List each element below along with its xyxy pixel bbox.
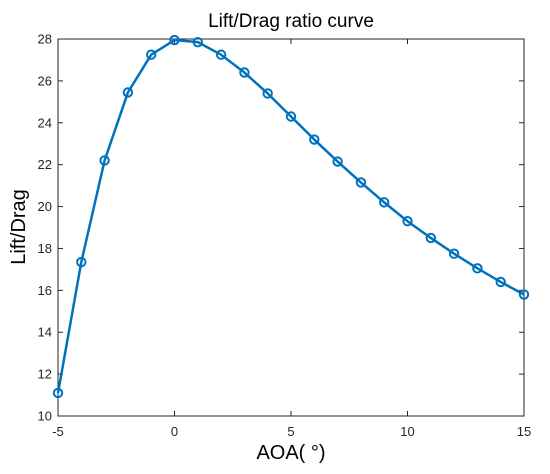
- y-tick-label: 28: [38, 32, 52, 47]
- x-axis-label: AOA( °): [256, 442, 325, 464]
- data-point: [262, 88, 273, 99]
- y-tick-label: 16: [38, 283, 52, 298]
- chart-title: Lift/Drag ratio curve: [208, 11, 374, 32]
- series-line: [56, 38, 525, 394]
- data-point: [379, 197, 390, 208]
- data-point: [518, 289, 530, 300]
- data-point: [192, 36, 204, 48]
- data-point: [169, 34, 180, 46]
- y-tick-label: 14: [38, 325, 52, 340]
- data-point: [472, 263, 483, 274]
- data-point: [309, 134, 320, 145]
- data-point: [355, 177, 367, 188]
- data-point: [425, 232, 436, 244]
- x-tick-label: 10: [400, 424, 414, 439]
- data-point: [332, 156, 343, 167]
- data-point: [495, 276, 506, 288]
- data-point: [285, 111, 297, 122]
- data-point: [215, 49, 227, 60]
- data-point: [99, 155, 110, 166]
- y-tick-label: 26: [38, 73, 52, 88]
- x-tick-label: 0: [171, 424, 178, 439]
- x-tick-label: -5: [52, 424, 64, 439]
- x-tick-label: 5: [287, 424, 294, 439]
- data-point: [146, 49, 157, 60]
- y-tick-label: 24: [38, 115, 52, 130]
- plot-area: [57, 38, 525, 417]
- y-tick-label: 20: [38, 199, 52, 214]
- y-axis-label: Lift/Drag: [8, 189, 30, 265]
- y-tick-label: 22: [38, 157, 52, 172]
- y-tick-label: 18: [38, 241, 52, 256]
- y-tick-label: 10: [38, 409, 52, 424]
- series-group: [52, 34, 530, 399]
- y-tick-label: 12: [38, 367, 52, 382]
- data-point: [52, 387, 64, 399]
- data-point: [402, 216, 413, 227]
- data-point: [448, 248, 460, 259]
- x-axis: -5 0 5 10 15: [52, 39, 531, 439]
- data-point: [239, 67, 250, 78]
- data-point: [122, 87, 134, 98]
- data-point: [76, 256, 87, 268]
- x-tick-label: 15: [517, 424, 531, 439]
